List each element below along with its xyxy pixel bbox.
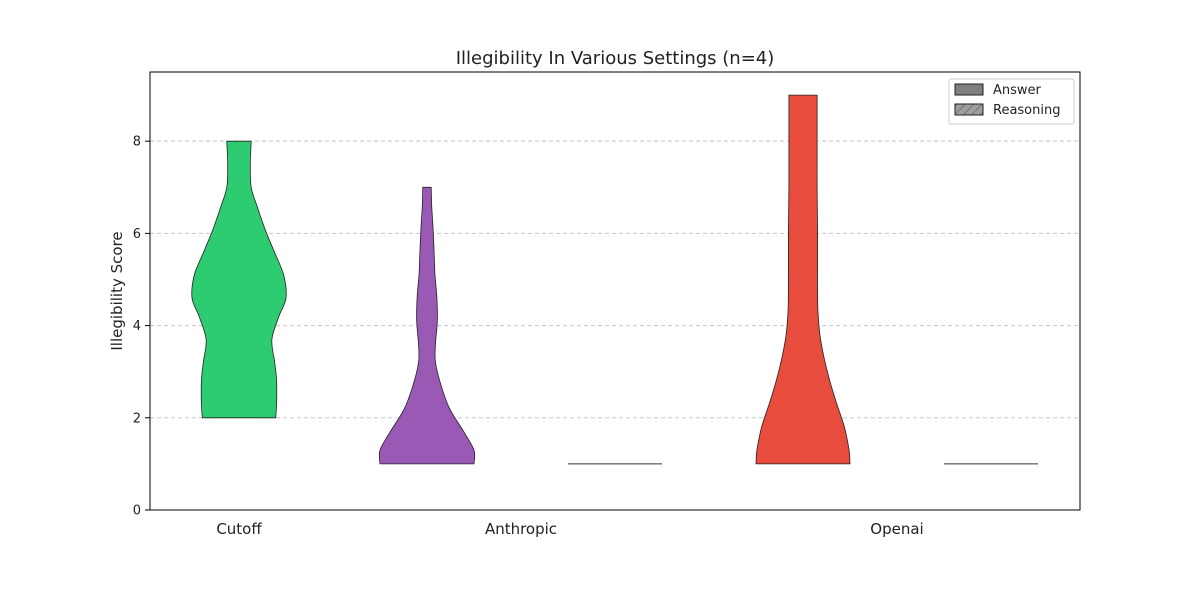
violin-plots xyxy=(191,94,1038,465)
y-tick-label: 8 xyxy=(133,135,141,150)
x-category-label: Openai xyxy=(870,520,923,538)
legend-label-reasoning: Reasoning xyxy=(993,103,1060,118)
violin-anthropic-answer xyxy=(378,186,476,465)
chart-title: Illegibility In Various Settings (n=4) xyxy=(456,48,775,69)
legend-label-answer: Answer xyxy=(993,83,1042,98)
y-tick-label: 6 xyxy=(133,227,141,242)
y-axis-ticks: 0 2 4 6 8 xyxy=(133,135,150,519)
violin-cutoff-answer xyxy=(191,140,287,419)
grid-lines xyxy=(150,140,1080,419)
y-tick-label: 4 xyxy=(133,319,141,334)
y-tick-label: 2 xyxy=(133,411,141,426)
x-category-label: Anthropic xyxy=(485,520,557,538)
x-category-label: Cutoff xyxy=(216,520,262,538)
legend-swatch-reasoning xyxy=(954,103,984,116)
legend-swatch-answer xyxy=(954,83,984,96)
plot-area-frame xyxy=(149,71,1081,511)
legend: Answer Reasoning xyxy=(948,78,1075,125)
y-tick-label: 0 xyxy=(133,504,141,519)
y-axis-label: Illegibility Score xyxy=(108,231,126,350)
x-axis-categories: Cutoff Anthropic Openai xyxy=(216,520,923,538)
violin-openai-answer xyxy=(755,94,851,465)
